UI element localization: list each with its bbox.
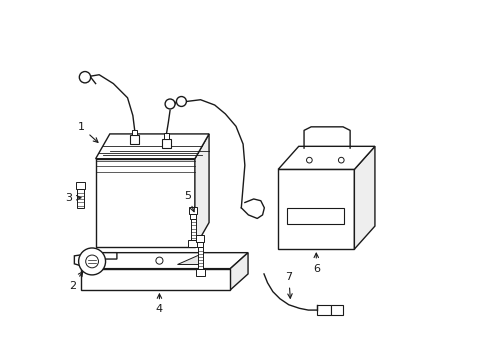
Polygon shape: [96, 134, 209, 159]
Polygon shape: [177, 253, 202, 264]
Polygon shape: [74, 253, 117, 267]
Circle shape: [85, 255, 98, 268]
Bar: [190, 214, 196, 219]
Bar: [163, 134, 169, 139]
Polygon shape: [81, 253, 247, 269]
Bar: [130, 135, 139, 144]
Text: 6: 6: [312, 253, 319, 274]
Circle shape: [79, 72, 90, 83]
Bar: [76, 183, 85, 189]
Bar: [331, 306, 342, 315]
Bar: [81, 269, 230, 290]
Circle shape: [156, 257, 163, 264]
Bar: [188, 207, 197, 214]
Bar: [132, 130, 137, 135]
Bar: [286, 208, 343, 224]
Text: 3: 3: [65, 193, 81, 203]
Circle shape: [176, 96, 186, 107]
Bar: [197, 247, 202, 269]
Bar: [96, 159, 195, 247]
Bar: [197, 242, 203, 247]
Polygon shape: [354, 146, 374, 249]
Circle shape: [338, 157, 344, 163]
Bar: [195, 269, 204, 276]
Bar: [190, 219, 195, 240]
Circle shape: [306, 157, 311, 163]
Circle shape: [79, 248, 105, 275]
Polygon shape: [230, 253, 247, 290]
Bar: [162, 139, 170, 148]
Polygon shape: [278, 146, 374, 169]
Polygon shape: [195, 134, 209, 247]
Text: 4: 4: [156, 294, 163, 314]
Text: 1: 1: [78, 122, 98, 143]
Bar: [278, 169, 354, 249]
Text: 5: 5: [184, 191, 194, 212]
Bar: [77, 189, 83, 208]
Circle shape: [165, 99, 175, 109]
Text: 2: 2: [69, 272, 82, 291]
Bar: [188, 240, 197, 247]
Bar: [317, 306, 330, 315]
Bar: [196, 235, 204, 242]
Text: 7: 7: [285, 273, 292, 298]
